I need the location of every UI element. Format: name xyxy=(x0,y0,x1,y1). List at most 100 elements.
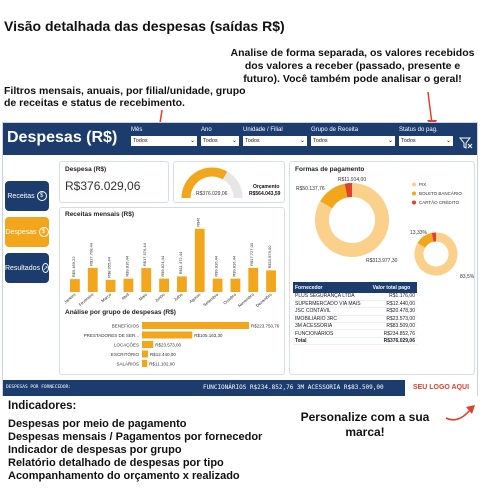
nav-receitas-label: Receitas xyxy=(7,192,35,200)
curved-arrow-icon xyxy=(445,405,475,421)
list-item: Relatório detalhado de despesas por tipo xyxy=(8,457,224,469)
dashboard-title: Despesas (R$) xyxy=(7,129,118,146)
gauge-card: R$376.029,06 Orçamento R$564.043,59 xyxy=(173,161,285,203)
filter-status-select[interactable]: Todos ⌄ xyxy=(399,136,453,146)
data-label: R$9.816,44 xyxy=(231,255,236,276)
indicators-title: Indicadores: xyxy=(8,400,77,412)
nav-resultados-button[interactable]: Resultados ↗ xyxy=(4,253,50,283)
bar-fevereiro[interactable] xyxy=(87,267,98,292)
pie-slice[interactable] xyxy=(417,232,434,248)
data-label: R$15.879,00 xyxy=(267,245,272,269)
list-item: Acompanhamento do orçamento x realizado xyxy=(8,470,240,482)
bar-dezembro[interactable] xyxy=(266,270,276,292)
pie-slice[interactable] xyxy=(315,183,389,257)
chevron-down-icon: ⌄ xyxy=(299,138,305,144)
indicators-list: Indicadores: Despesas por meio de pagame… xyxy=(8,400,283,483)
personalize-note: Personalize com a sua marca! xyxy=(300,410,430,439)
bar-group[interactable] xyxy=(142,322,250,329)
pie-slice[interactable] xyxy=(344,183,353,198)
filter-branch-select[interactable]: Todos ⌄ xyxy=(243,136,307,146)
note-filters: Filtros mensais, anuais, por filial/unid… xyxy=(4,85,246,109)
filter-group-select[interactable]: Todos ⌄ xyxy=(311,136,395,146)
tick-label: LOCAÇÕES xyxy=(114,342,139,348)
filter-year-select[interactable]: Todos ⌄ xyxy=(201,136,239,146)
data-label: R$23.573,00 xyxy=(155,343,181,348)
dollar-icon: $ xyxy=(36,191,47,201)
table-row: 3M ACESSORIA R$83.509,00 xyxy=(293,322,417,331)
clear-filter-icon[interactable] xyxy=(459,137,473,149)
bar-março[interactable] xyxy=(105,279,116,292)
kpi-card: Despesa (R$) R$376.029,06 xyxy=(59,161,169,203)
footer-ticker-bar: DESPESAS POR FORNECEDOR: FUNCIONÁRIOS R$… xyxy=(3,380,477,396)
tick-label: Fevereiro xyxy=(78,292,95,308)
bar-janeiro[interactable] xyxy=(70,279,80,292)
filter-year[interactable]: Ano Todos ⌄ xyxy=(201,127,239,151)
bar-group[interactable] xyxy=(142,350,148,358)
bar-junho[interactable] xyxy=(159,278,169,292)
gauge-budget-label: Orçamento xyxy=(253,184,280,190)
data-label: R$12.440,00 xyxy=(150,352,176,357)
chevron-down-icon: ⌄ xyxy=(189,138,195,144)
filter-branch-label: Unidade / Filial xyxy=(243,127,283,133)
table-row: SUPERMERCADO VIA MAIS R$12.440,00 xyxy=(293,300,417,309)
tick-label: Junho xyxy=(154,292,166,304)
bar-group[interactable] xyxy=(142,341,154,348)
filter-month[interactable]: Mês Todos ⌄ xyxy=(131,127,197,151)
filter-branch[interactable]: Unidade / Filial Todos ⌄ xyxy=(243,127,307,151)
supplier-header[interactable]: Fornecedor xyxy=(293,282,371,293)
data-label: R$17.727,00 xyxy=(249,242,254,266)
pie-slice[interactable] xyxy=(320,183,348,209)
bar-setembro[interactable] xyxy=(212,278,223,292)
filter-month-select[interactable]: Todos ⌄ xyxy=(131,136,197,146)
filter-group-label: Grupo de Receita xyxy=(311,127,359,133)
amount-header[interactable]: Valor total pago xyxy=(370,282,417,293)
tick-label: ESCRITÓRIO xyxy=(111,351,140,357)
tick-label: Julho xyxy=(173,292,184,303)
supplier-table: Fornecedor Valor total pago PLUS SEGURAN… xyxy=(293,282,417,346)
list-item: Despesas mensais / Pagamentos por fornec… xyxy=(8,431,263,443)
legend-entry: BOLETO BANCÁRIO xyxy=(419,190,462,196)
list-item: Despesas por meio de pagamento xyxy=(8,418,187,430)
data-label: R$11.914,00 xyxy=(338,177,366,183)
nav-receitas-button[interactable]: Receitas $ xyxy=(5,181,49,211)
data-label: R$50.137,76 xyxy=(296,186,325,192)
bar-group[interactable] xyxy=(142,331,193,339)
bar-group[interactable] xyxy=(142,360,148,367)
tick-label: Outubro xyxy=(222,292,237,306)
filter-group[interactable]: Grupo de Receita Todos ⌄ xyxy=(311,127,395,151)
dollar-icon: $ xyxy=(38,227,49,237)
nav-resultados-label: Resultados xyxy=(4,264,40,272)
filter-status[interactable]: Status do pag. Todos ⌄ xyxy=(399,127,453,151)
table-row: FUNCIONÁRIOS R$234.852,76 xyxy=(293,329,417,338)
data-label: R$9.824,44 xyxy=(160,255,165,276)
gauge-value-label: R$376.029,06 xyxy=(196,191,228,197)
bar-julho[interactable] xyxy=(177,276,187,292)
payment-title: Formas de pagamento xyxy=(295,166,365,173)
data-label: R$46.488,00 xyxy=(196,218,201,227)
main-title: Visão detalhada das despesas (saídas R$) xyxy=(4,18,285,34)
bar-abril[interactable] xyxy=(123,278,134,292)
chevron-down-icon: ⌄ xyxy=(445,138,451,144)
data-label: R$9.816,44 xyxy=(124,255,129,276)
bar-outubro[interactable] xyxy=(230,278,241,292)
tick-label: Março xyxy=(100,292,113,304)
data-label: 83,5% xyxy=(460,274,475,280)
filter-month-label: Mês xyxy=(131,127,143,133)
note-received-vs-receivable: Analise de forma separada, os valores re… xyxy=(230,47,475,85)
monthly-chart-card: Receitas mensais (R$) R$9.469,22 Janeiro R… xyxy=(59,207,285,375)
bar-maio[interactable] xyxy=(141,268,152,292)
tick-label: Janeiro xyxy=(63,292,77,305)
pie-slice[interactable] xyxy=(414,232,458,276)
bar-novembro[interactable] xyxy=(248,267,259,292)
gauge-budget-value: R$564.043,59 xyxy=(249,191,281,197)
tick-label: Agosto xyxy=(188,292,202,305)
tick-label: Abril xyxy=(120,292,130,301)
tick-label: SALÁRIOS xyxy=(116,361,139,367)
filter-status-label: Status do pag. xyxy=(399,127,438,133)
data-label: R$223.750,76 xyxy=(251,324,280,329)
nav-despesas-button[interactable]: Despesas $ xyxy=(5,217,49,247)
list-item: Indicador de despesas por grupo xyxy=(8,444,182,456)
tick-label: Maio xyxy=(138,292,149,302)
bar-agosto[interactable] xyxy=(194,228,205,292)
payment-donuts: R$11.914,00 R$50.137,76 R$313.977,30 13,33%… xyxy=(296,177,475,280)
